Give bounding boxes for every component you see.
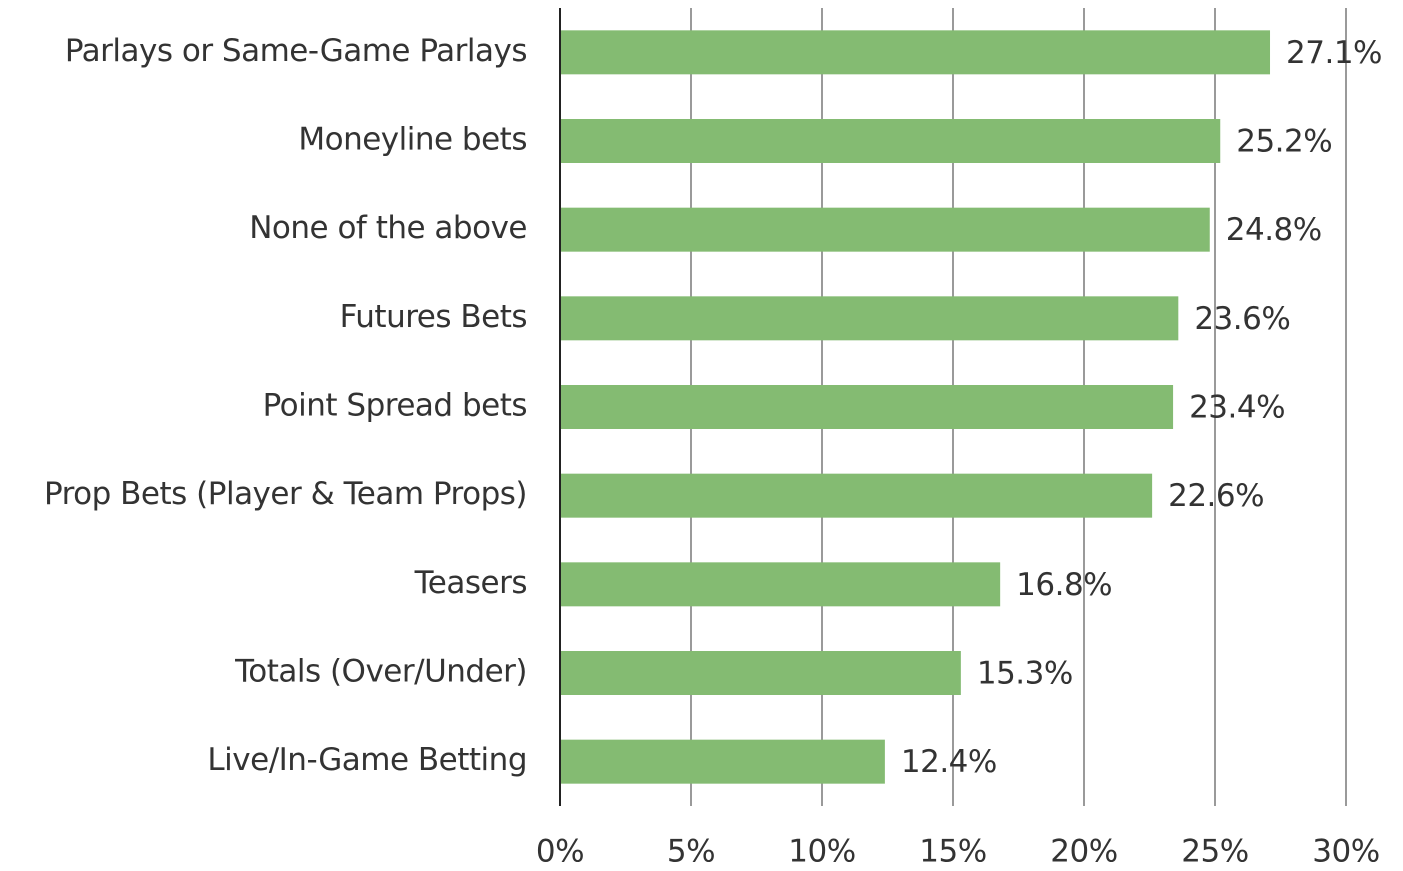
value-label: 15.3% (977, 656, 1073, 692)
value-label: 27.1% (1286, 35, 1382, 71)
x-tick-label: 25% (1181, 834, 1248, 870)
y-tick-label: Totals (Over/Under) (234, 654, 527, 690)
bar (560, 739, 885, 784)
y-tick-label: Futures Bets (340, 299, 527, 335)
x-tick-label: 0% (536, 834, 584, 870)
y-tick-label: Prop Bets (Player & Team Props) (44, 476, 527, 512)
y-tick-label: None of the above (249, 210, 527, 246)
value-label: 22.6% (1168, 478, 1264, 514)
value-label: 16.8% (1016, 567, 1112, 603)
y-tick-label: Live/In-Game Betting (207, 742, 527, 778)
bar (560, 473, 1153, 518)
value-label: 24.8% (1226, 212, 1322, 248)
y-tick-label: Point Spread bets (263, 388, 527, 424)
bar (560, 30, 1271, 75)
x-tick-label: 30% (1312, 834, 1379, 870)
value-label: 12.4% (901, 744, 997, 780)
value-label: 23.6% (1194, 301, 1290, 337)
y-tick-label: Moneyline bets (298, 122, 527, 158)
x-tick-label: 5% (667, 834, 715, 870)
bar (560, 119, 1221, 163)
bar (560, 651, 961, 695)
bar (560, 296, 1179, 341)
x-tick-label: 15% (919, 834, 986, 870)
value-label: 25.2% (1236, 124, 1332, 160)
y-tick-label: Teasers (414, 565, 527, 601)
bar (560, 562, 1001, 607)
value-label: 23.4% (1189, 390, 1285, 426)
x-tick-label: 20% (1050, 834, 1117, 870)
bar (560, 385, 1174, 429)
x-tick-label: 10% (788, 834, 855, 870)
y-tick-label: Parlays or Same-Game Parlays (65, 33, 527, 69)
bar (560, 207, 1210, 252)
